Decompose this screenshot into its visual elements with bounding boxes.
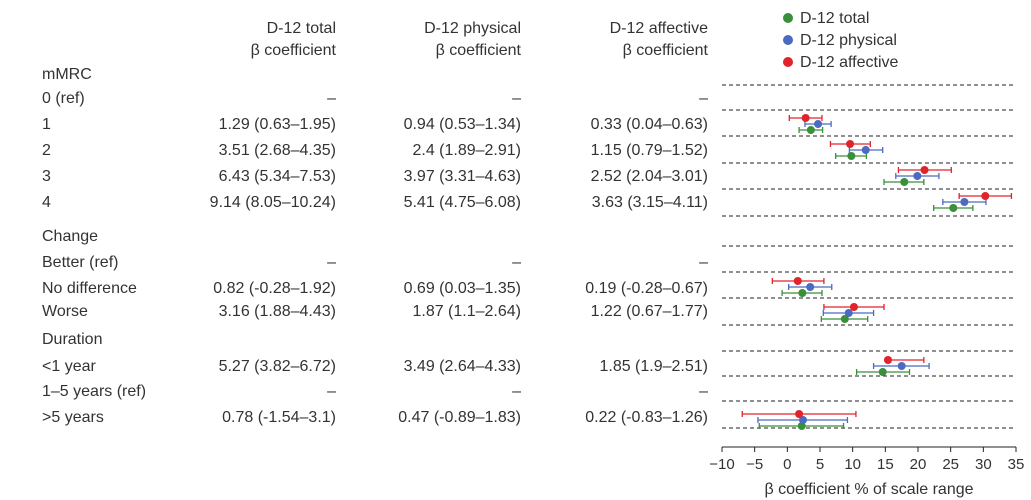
point-marker: [840, 315, 849, 323]
x-tick-label: 10: [844, 456, 861, 473]
point-marker: [847, 152, 856, 160]
table-cell: –: [699, 90, 708, 107]
table-cell: –: [512, 383, 521, 400]
legend-label: D-12 physical: [800, 32, 897, 49]
legend-marker: [783, 57, 793, 67]
group-heading: Change: [42, 228, 99, 245]
point-marker: [897, 362, 906, 370]
table-cell: 5.27 (3.82–6.72): [218, 358, 336, 375]
point-marker: [846, 140, 855, 148]
legend-marker: [783, 13, 793, 23]
x-tick-label: 0: [783, 456, 791, 473]
row-label: 1–5 years (ref): [42, 383, 147, 400]
x-tick-label: 15: [877, 456, 894, 473]
table-cell: 0.78 (-1.54–3.1): [222, 409, 336, 426]
column-header-line2: β coefficient: [622, 42, 708, 59]
table-cell: 5.41 (4.75–6.08): [403, 194, 521, 211]
table-cell: 1.15 (0.79–1.52): [590, 142, 708, 159]
point-marker: [814, 120, 823, 128]
table-cell: –: [327, 90, 336, 107]
column-header-affective: D-12 affective β coefficient: [528, 18, 708, 62]
group-heading: Duration: [42, 331, 103, 348]
row-label: No difference: [42, 280, 137, 297]
table-cell: 9.14 (8.05–10.24): [209, 194, 336, 211]
point-marker: [798, 289, 807, 297]
table-cell: 0.22 (-0.83–1.26): [585, 409, 708, 426]
table-cell: 0.94 (0.53–1.34): [403, 116, 521, 133]
row-label: Better (ref): [42, 254, 119, 271]
column-header-line2: β coefficient: [435, 42, 521, 59]
table-cell: 0.47 (-0.89–1.83): [398, 409, 521, 426]
x-tick-label: 20: [910, 456, 927, 473]
table-cell: 1.22 (0.67–1.77): [590, 303, 708, 320]
table-cell: 1.85 (1.9–2.51): [599, 358, 708, 375]
x-tick-label: 25: [942, 456, 959, 473]
point-marker: [806, 126, 815, 134]
table-cell: 2.4 (1.89–2.91): [412, 142, 521, 159]
x-tick-label: −10: [709, 456, 734, 473]
table-cell: –: [327, 383, 336, 400]
column-header-line1: D-12 affective: [609, 20, 708, 37]
table-cell: 0.19 (-0.28–0.67): [585, 280, 708, 297]
x-tick-label: 30: [975, 456, 992, 473]
point-marker: [861, 146, 870, 154]
legend-label: D-12 affective: [800, 54, 899, 71]
point-marker: [949, 204, 958, 212]
column-header-line1: D-12 physical: [424, 20, 521, 37]
table-cell: 0.33 (0.04–0.63): [590, 116, 708, 133]
point-marker: [981, 192, 990, 200]
point-marker: [799, 416, 808, 424]
table-cell: –: [512, 254, 521, 271]
row-label: 4: [42, 194, 51, 211]
table-cell: 1.87 (1.1–2.64): [412, 303, 521, 320]
legend-label: D-12 total: [800, 10, 869, 27]
row-label: 3: [42, 168, 51, 185]
point-marker: [900, 178, 909, 186]
row-label: <1 year: [42, 358, 96, 375]
point-marker: [806, 283, 815, 291]
point-marker: [913, 172, 922, 180]
table-cell: 3.97 (3.31–4.63): [403, 168, 521, 185]
table-cell: –: [699, 383, 708, 400]
column-header-physical: D-12 physical β coefficient: [341, 18, 521, 62]
column-header-line1: D-12 total: [266, 20, 336, 37]
table-cell: 3.63 (3.15–4.11): [591, 194, 708, 211]
column-header-line2: β coefficient: [250, 42, 336, 59]
point-marker: [920, 166, 929, 174]
table-cell: –: [512, 90, 521, 107]
row-label: 0 (ref): [42, 90, 85, 107]
point-marker: [883, 356, 892, 364]
row-label: 2: [42, 142, 51, 159]
table-cell: 1.29 (0.63–1.95): [218, 116, 336, 133]
point-marker: [795, 410, 804, 418]
row-label: Worse: [42, 303, 88, 320]
x-tick-label: 35: [1008, 456, 1025, 473]
table-cell: –: [327, 254, 336, 271]
row-label: 1: [42, 116, 51, 133]
column-header-total: D-12 total β coefficient: [156, 18, 336, 62]
legend-marker: [783, 35, 793, 45]
table-cell: 0.69 (0.03–1.35): [403, 280, 521, 297]
table-cell: 3.49 (2.64–4.33): [403, 358, 521, 375]
x-axis-label: β coefficient % of scale range: [764, 481, 973, 498]
group-heading: mMRC: [42, 66, 92, 83]
point-marker: [844, 309, 853, 317]
table-cell: 0.82 (-0.28–1.92): [213, 280, 336, 297]
row-label: >5 years: [42, 409, 104, 426]
table-cell: 3.16 (1.88–4.43): [218, 303, 336, 320]
x-tick-label: −5: [746, 456, 763, 473]
table-cell: –: [699, 254, 708, 271]
point-marker: [797, 422, 806, 430]
table-cell: 3.51 (2.68–4.35): [218, 142, 336, 159]
point-marker: [878, 368, 887, 376]
table-cell: 2.52 (2.04–3.01): [590, 168, 708, 185]
x-tick-label: 5: [816, 456, 824, 473]
point-marker: [793, 277, 802, 285]
point-marker: [960, 198, 969, 206]
table-cell: 6.43 (5.34–7.53): [218, 168, 336, 185]
point-marker: [849, 303, 858, 311]
point-marker: [801, 114, 810, 122]
